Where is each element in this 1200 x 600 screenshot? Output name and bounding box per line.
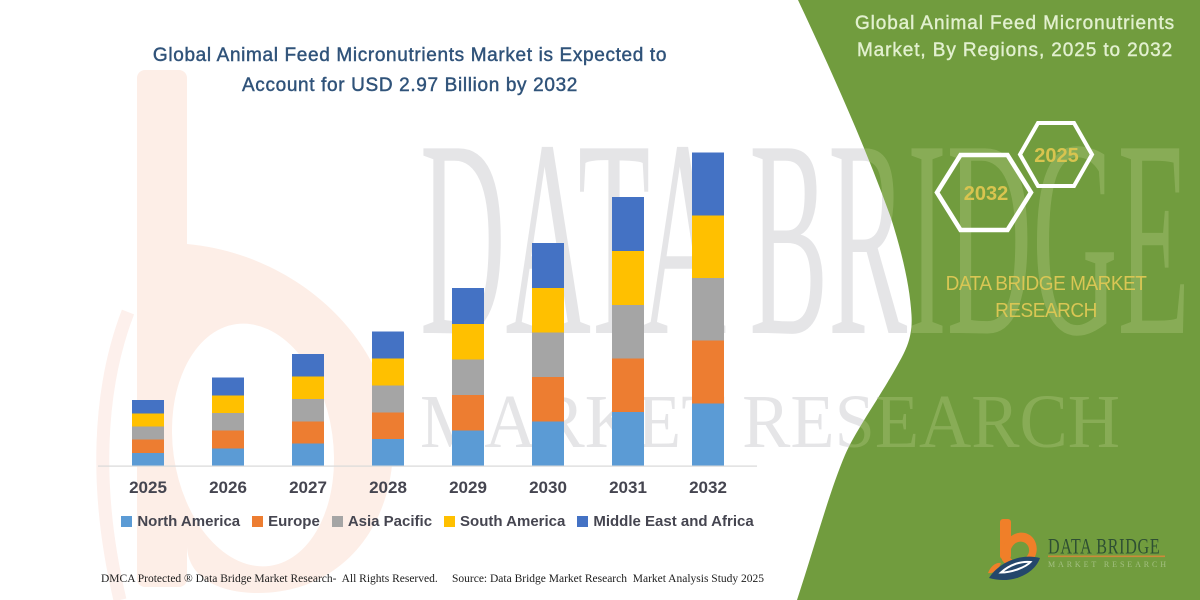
svg-text:2025: 2025 <box>1034 145 1079 167</box>
svg-text:MARKET RESEARCH: MARKET RESEARCH <box>1048 560 1169 569</box>
svg-text:DATA BRIDGE: DATA BRIDGE <box>1048 535 1160 559</box>
svg-text:2032: 2032 <box>964 183 1009 205</box>
